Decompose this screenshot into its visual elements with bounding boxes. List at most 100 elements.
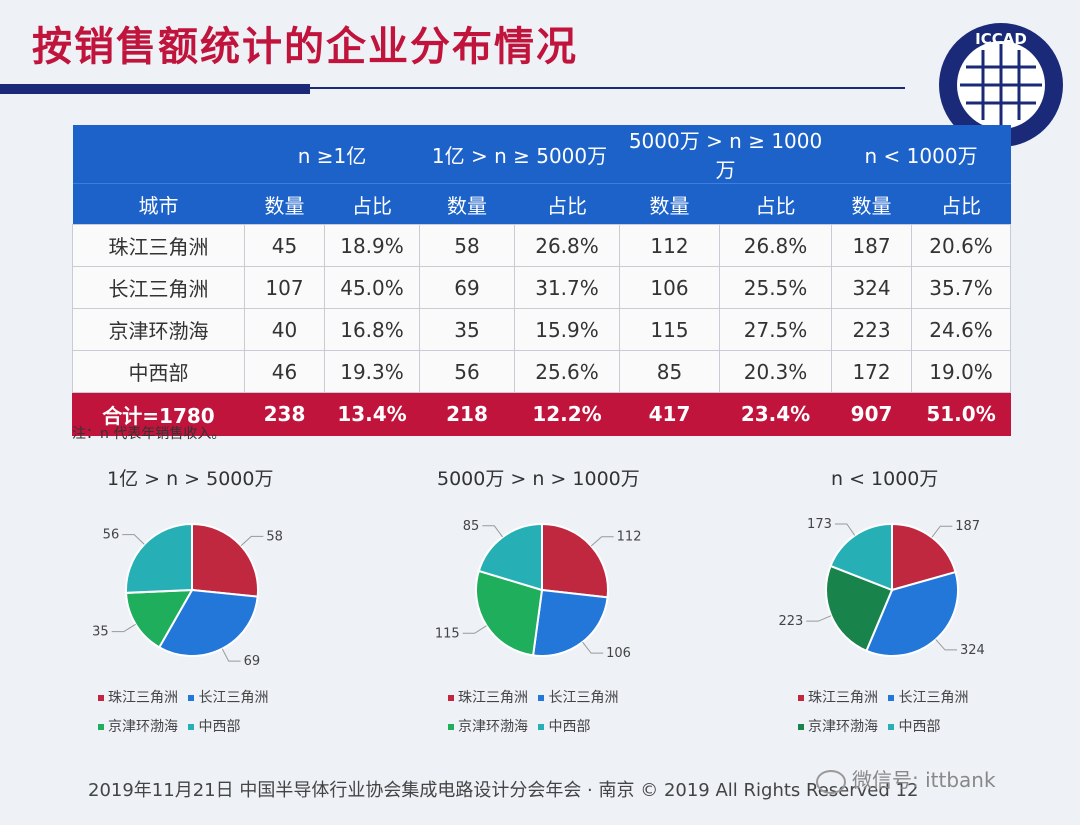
legend-item: 京津环渤海 — [98, 713, 178, 742]
logo-text: ICCAD — [975, 30, 1027, 48]
pie-legend-2: 珠江三角洲 长江三角洲 京津环渤海 中西部 — [448, 684, 624, 742]
table-row: 京津环渤海 40 16.8% 35 15.9% 115 27.5% 223 24… — [72, 308, 1012, 351]
legend-label: 长江三角洲 — [198, 690, 269, 706]
table-cell: 324 — [831, 266, 913, 309]
iccad-logo: ICCAD — [939, 23, 1063, 147]
legend-swatch — [98, 695, 104, 701]
legend-item: 京津环渤海 — [448, 713, 528, 742]
pie-data-label: 115 — [435, 626, 460, 641]
pie-title: n < 1000万 — [831, 468, 939, 490]
table-cell: 18.9% — [323, 224, 421, 267]
legend-label: 中西部 — [198, 719, 241, 735]
table-cell: 35.7% — [911, 266, 1012, 309]
pie-data-label: 106 — [606, 646, 631, 661]
table-cell: 46 — [244, 350, 325, 393]
wechat-icon — [816, 769, 846, 794]
pie-data-label: 324 — [960, 643, 985, 658]
table-cell: 51.0% — [911, 392, 1012, 436]
table-cell: 珠江三角洲 — [72, 224, 245, 267]
table-cell: 12.2% — [514, 392, 621, 436]
table-cell: 35 — [419, 308, 516, 351]
table-sub-header: 数量 — [244, 183, 325, 225]
table-group-header: n < 1000万 — [831, 125, 1011, 184]
legend-label: 中西部 — [548, 719, 591, 735]
legend-swatch — [798, 724, 804, 730]
legend-item: 珠江三角洲 — [798, 684, 878, 713]
pie-slice — [157, 588, 259, 657]
pie-leader-line — [122, 534, 145, 545]
wechat-watermark: 微信号: ittbank — [816, 764, 996, 794]
table-cell: 16.8% — [323, 308, 421, 351]
pie-leader-line — [240, 535, 264, 547]
pie-leader-line — [931, 525, 953, 538]
pie-data-label: 85 — [463, 519, 480, 534]
table-sub-header: 数量 — [831, 183, 912, 225]
table-sub-header: 城市 — [72, 183, 245, 225]
legend-label: 珠江三角洲 — [458, 690, 528, 706]
watermark-text: 微信号: ittbank — [852, 768, 996, 792]
pie-slice — [891, 522, 957, 592]
legend-swatch — [448, 695, 454, 701]
table-cell: 长江三角洲 — [72, 266, 245, 309]
legend-swatch — [188, 695, 195, 701]
legend-swatch — [538, 724, 545, 730]
table-sub-header: 占比 — [514, 183, 620, 225]
table-cell: 15.9% — [514, 308, 621, 351]
pie-legend-1: 珠江三角洲 长江三角洲 京津环渤海 中西部 — [98, 684, 274, 742]
table-cell: 107 — [244, 266, 325, 309]
pie-legend-3: 珠江三角洲 长江三角洲 京津环渤海 中西部 — [798, 684, 974, 742]
title-rule-thick — [0, 84, 310, 94]
table-cell: 45 — [244, 224, 325, 267]
table-cell: 69 — [419, 266, 516, 309]
table-cell: 20.6% — [911, 224, 1012, 267]
table-row: 珠江三角洲 45 18.9% 58 26.8% 112 26.8% 187 20… — [72, 224, 1012, 267]
legend-label: 长江三角洲 — [898, 690, 969, 706]
table-header-empty — [72, 125, 245, 184]
pie-leader-line — [221, 648, 241, 662]
table-cell: 218 — [419, 392, 516, 436]
table-cell: 223 — [831, 308, 913, 351]
table-cell: 112 — [619, 224, 721, 267]
slide-footer: 2019年11月21日 中国半导体行业协会集成电路设计分会年会 · 南京 © 2… — [88, 780, 919, 801]
table-total-row: 合计=1780 238 13.4% 218 12.2% 417 23.4% 90… — [72, 392, 1012, 436]
table-sub-header: 占比 — [911, 183, 1011, 225]
pie-data-label: 223 — [778, 614, 803, 629]
legend-item: 珠江三角洲 — [448, 684, 528, 713]
legend-label: 珠江三角洲 — [108, 690, 178, 706]
table-cell: 85 — [619, 350, 721, 393]
table-group-header: 1亿 > n ≥ 5000万 — [419, 125, 620, 184]
table-cell: 31.7% — [514, 266, 621, 309]
table-cell: 417 — [619, 392, 721, 436]
legend-item: 长江三角洲 — [188, 684, 268, 713]
table-cell: 26.8% — [514, 224, 621, 267]
table-cell: 25.6% — [514, 350, 621, 393]
table-cell: 26.8% — [719, 224, 833, 267]
legend-swatch — [888, 724, 895, 730]
table-cell: 115 — [619, 308, 721, 351]
table-cell: 合计=1780 — [72, 392, 245, 436]
legend-label: 京津环渤海 — [108, 719, 178, 735]
table-cell: 20.3% — [719, 350, 833, 393]
pie-data-label: 58 — [266, 529, 283, 544]
table-sub-header: 数量 — [419, 183, 515, 225]
table-cell: 25.5% — [719, 266, 833, 309]
legend-item: 京津环渤海 — [798, 713, 878, 742]
table-sub-header-row: 城市 数量 占比 数量 占比 数量 占比 数量 占比 — [72, 183, 1011, 225]
legend-swatch — [798, 695, 804, 701]
table-cell: 45.0% — [323, 266, 421, 309]
title-rule-thin — [310, 87, 905, 89]
legend-swatch — [98, 724, 104, 730]
pie-leader-line — [462, 625, 487, 634]
pie-chart-3: 187 324 223 173 — [778, 517, 985, 658]
table-cell: 24.6% — [911, 308, 1012, 351]
pie-title: 1亿 > n > 5000万 — [107, 468, 274, 490]
table-row: 中西部 46 19.3% 56 25.6% 85 20.3% 172 19.0% — [72, 350, 1012, 393]
pie-leader-line — [482, 525, 504, 538]
table-group-header: 5000万 > n ≥ 1000万 — [619, 125, 832, 184]
pie-title: 5000万 > n > 1000万 — [437, 468, 640, 490]
legend-item: 长江三角洲 — [538, 684, 618, 713]
pie-leader-line — [590, 536, 614, 547]
table-cell: 27.5% — [719, 308, 833, 351]
pie-chart-2: 112 106 115 85 — [435, 519, 642, 661]
pie-data-label: 69 — [244, 654, 261, 669]
